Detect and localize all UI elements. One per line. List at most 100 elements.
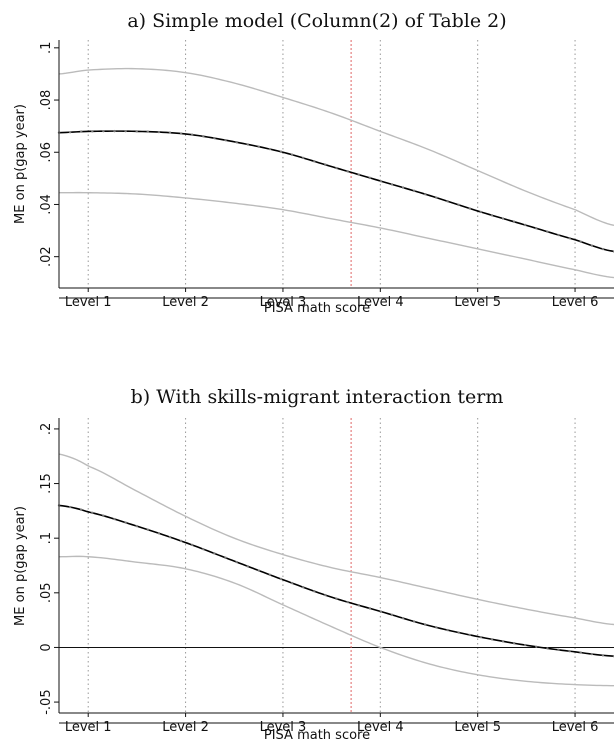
- estimate-point: [390, 183, 394, 186]
- estimate-point: [424, 192, 427, 196]
- estimate-point: [335, 166, 338, 170]
- estimate-point: [213, 552, 216, 555]
- estimate-point: [568, 237, 571, 240]
- estimate-point: [113, 517, 116, 521]
- panel-a-gridlines: [87, 40, 576, 288]
- estimate-point: [202, 135, 205, 138]
- estimate-point: [102, 514, 105, 517]
- y-tick-label: .05: [39, 582, 54, 603]
- estimate-point: [468, 207, 471, 210]
- estimate-point: [80, 130, 83, 133]
- x-tick-label: Level 6: [552, 720, 599, 735]
- x-tick-label: Level 6: [552, 295, 599, 310]
- estimate-point: [91, 511, 94, 515]
- estimate-point: [512, 220, 516, 223]
- x-tick-label: Level 1: [65, 720, 112, 735]
- estimate-point: [601, 247, 605, 251]
- estimate-point: [379, 610, 383, 613]
- estimate-point: [135, 524, 138, 528]
- estimate-point: [224, 556, 227, 559]
- estimate-point: [590, 652, 593, 656]
- estimate-point: [80, 508, 83, 511]
- panel-b-title: b) With skills-migrant interaction term: [131, 386, 504, 408]
- x-tick-label: Level 5: [454, 720, 501, 735]
- estimate-point: [313, 590, 316, 593]
- estimate-point: [357, 173, 360, 176]
- estimate-point: [68, 505, 72, 509]
- x-tick-label: Level 4: [357, 295, 404, 310]
- panel-b-x-ticks: Level 1 Level 2 Level 3 Level 4 Level 5 Level…: [65, 713, 599, 735]
- estimate-point: [368, 607, 371, 610]
- panel-a: a) Simple model (Column(2) of Table 2) .…: [13, 10, 614, 316]
- panel-b-y-axis-title: ME on p(gap year): [13, 506, 28, 626]
- estimate-point: [557, 648, 560, 652]
- estimate-point: [290, 581, 294, 585]
- y-tick-label: .2: [39, 423, 54, 435]
- estimate-point: [601, 654, 605, 657]
- estimate-point: [490, 214, 494, 217]
- x-tick-label: Level 4: [357, 720, 404, 735]
- panel-a-y-ticks: .02 .04 .06 .08 .1: [39, 42, 59, 267]
- estimate-point: [324, 593, 327, 597]
- y-tick-label: 0: [39, 643, 54, 651]
- estimate-point: [501, 217, 505, 220]
- estimate-point: [157, 130, 161, 134]
- estimate-point: [357, 604, 360, 607]
- x-tick-label: Level 3: [260, 720, 307, 735]
- estimate-point: [401, 617, 405, 620]
- series-estimate-line: [58, 130, 614, 253]
- panel-b-estimate-markers: [57, 504, 614, 658]
- estimate-point: [257, 145, 260, 148]
- series-ci-upper-line: [58, 453, 614, 626]
- panel-a-plot-area: [57, 40, 614, 288]
- estimate-point: [246, 143, 249, 146]
- estimate-point: [590, 244, 593, 247]
- estimate-point: [546, 230, 549, 233]
- estimate-point: [257, 569, 260, 572]
- y-tick-label: .06: [39, 142, 54, 163]
- estimate-point: [535, 227, 538, 230]
- panel-b-plot-area: [57, 418, 614, 713]
- panel-a-x-ticks: Level 1 Level 2 Level 3 Level 4 Level 5 Level…: [65, 288, 599, 310]
- estimate-point: [68, 131, 72, 134]
- estimate-point: [313, 160, 316, 163]
- panel-b-y-ticks: -.05 0 .05 .1 .15 .2: [39, 423, 59, 715]
- estimate-point: [413, 620, 416, 623]
- series-ci-lower-line: [58, 555, 614, 687]
- estimate-point: [168, 131, 172, 134]
- estimate-point: [379, 179, 383, 183]
- estimate-point: [324, 163, 327, 166]
- estimate-point: [390, 613, 394, 617]
- estimate-point: [302, 586, 305, 589]
- estimate-point: [146, 528, 149, 531]
- estimate-point: [557, 233, 560, 237]
- estimate-point: [501, 640, 505, 643]
- estimate-point: [279, 150, 283, 153]
- series-ci-upper-line: [58, 67, 614, 227]
- series-estimate-line: [58, 504, 614, 657]
- estimate-point: [91, 130, 94, 133]
- estimate-point: [346, 170, 349, 173]
- estimate-point: [157, 532, 161, 535]
- x-tick-label: Level 3: [260, 295, 307, 310]
- estimate-point: [524, 223, 527, 227]
- estimate-point: [302, 156, 305, 160]
- estimate-point: [268, 573, 272, 576]
- estimate-point: [179, 132, 183, 135]
- panel-b: b) With skills-migrant interaction term …: [13, 386, 614, 743]
- estimate-point: [235, 560, 238, 564]
- estimate-point: [191, 133, 194, 136]
- estimate-point: [424, 623, 427, 626]
- x-tick-label: Level 2: [162, 295, 209, 310]
- estimate-point: [535, 645, 538, 648]
- estimate-point: [191, 543, 194, 547]
- panel-b-x-axis-title: PISA math score: [264, 728, 370, 743]
- estimate-point: [512, 642, 516, 645]
- estimate-point: [435, 196, 438, 199]
- estimate-point: [446, 628, 449, 632]
- y-tick-label: -.05: [39, 689, 54, 714]
- estimate-point: [279, 577, 283, 581]
- estimate-point: [102, 129, 105, 133]
- estimate-point: [579, 240, 582, 243]
- estimate-point: [446, 200, 449, 203]
